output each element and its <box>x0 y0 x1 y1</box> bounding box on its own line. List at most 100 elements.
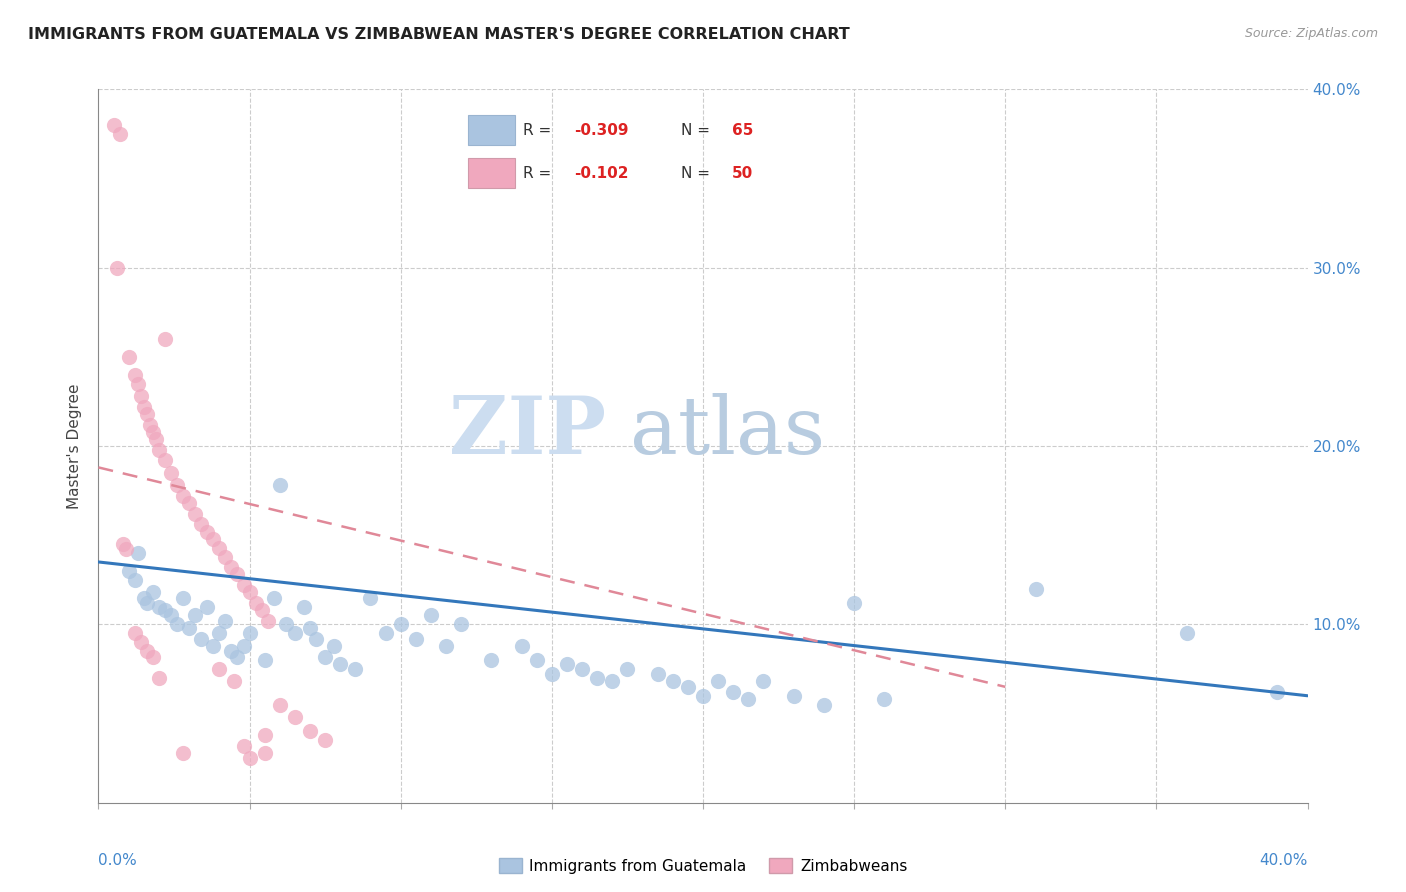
Point <box>1267 685 1289 699</box>
Text: R =: R = <box>523 123 557 137</box>
Point <box>111 537 134 551</box>
Point <box>274 617 297 632</box>
Point <box>172 591 194 605</box>
Point <box>124 626 146 640</box>
Point <box>692 689 714 703</box>
Text: 65: 65 <box>731 123 754 137</box>
Point <box>145 432 167 446</box>
Point <box>571 662 593 676</box>
Point <box>148 442 170 457</box>
Point <box>1175 626 1198 640</box>
Point <box>250 603 273 617</box>
Point <box>135 596 157 610</box>
Point <box>208 626 231 640</box>
Point <box>142 425 165 439</box>
Text: 50: 50 <box>731 166 754 180</box>
Text: N =: N = <box>681 123 714 137</box>
Point <box>360 591 382 605</box>
FancyBboxPatch shape <box>468 158 515 188</box>
Point <box>434 639 457 653</box>
Point <box>195 524 218 539</box>
Point <box>172 489 194 503</box>
Point <box>214 549 236 564</box>
Point <box>153 453 176 467</box>
Point <box>103 118 125 132</box>
Point <box>232 639 254 653</box>
Point <box>232 739 254 753</box>
Point <box>647 667 669 681</box>
Point <box>148 599 170 614</box>
Text: ZIP: ZIP <box>450 392 606 471</box>
Point <box>239 585 262 599</box>
Point <box>179 496 201 510</box>
Point <box>184 507 207 521</box>
Point <box>314 733 336 747</box>
Point <box>292 599 315 614</box>
Point <box>221 560 243 574</box>
Point <box>344 662 367 676</box>
Point <box>263 591 285 605</box>
Point <box>179 621 201 635</box>
Point <box>616 662 638 676</box>
Point <box>752 674 775 689</box>
Point <box>132 591 155 605</box>
Point <box>253 653 276 667</box>
Point <box>253 746 276 760</box>
Point <box>118 350 141 364</box>
Point <box>172 746 194 760</box>
Point <box>676 680 699 694</box>
Text: Source: ZipAtlas.com: Source: ZipAtlas.com <box>1244 27 1378 40</box>
Point <box>153 603 176 617</box>
Point <box>269 478 291 492</box>
Point <box>135 407 157 421</box>
Point <box>405 632 427 646</box>
Point <box>127 546 149 560</box>
Point <box>374 626 396 640</box>
Point <box>239 626 262 640</box>
Text: 40.0%: 40.0% <box>1260 853 1308 868</box>
Point <box>269 698 291 712</box>
Text: N =: N = <box>681 166 714 180</box>
Point <box>602 674 624 689</box>
Point <box>284 710 307 724</box>
Point <box>323 639 346 653</box>
Point <box>148 671 170 685</box>
Text: -0.102: -0.102 <box>574 166 628 180</box>
Point <box>202 532 225 546</box>
Point <box>118 564 141 578</box>
Point <box>127 376 149 391</box>
Point <box>540 667 562 681</box>
Point <box>450 617 472 632</box>
Point <box>139 417 162 432</box>
Point <box>226 649 249 664</box>
Point <box>586 671 609 685</box>
Point <box>124 368 146 382</box>
Point <box>142 585 165 599</box>
Point <box>153 332 176 346</box>
Point <box>239 751 262 765</box>
Point <box>190 517 212 532</box>
Point <box>662 674 685 689</box>
Point <box>114 542 136 557</box>
Point <box>526 653 548 667</box>
Point <box>555 657 578 671</box>
Point <box>214 614 236 628</box>
Point <box>160 608 183 623</box>
Point <box>873 692 896 706</box>
Point <box>142 649 165 664</box>
FancyBboxPatch shape <box>468 115 515 145</box>
Point <box>108 127 131 141</box>
Point <box>208 541 231 555</box>
Point <box>707 674 730 689</box>
Point <box>129 635 152 649</box>
Point <box>135 644 157 658</box>
Point <box>190 632 212 646</box>
Text: 0.0%: 0.0% <box>98 853 138 868</box>
Point <box>844 596 866 610</box>
Point <box>510 639 533 653</box>
Point <box>420 608 443 623</box>
Point <box>105 260 128 275</box>
Point <box>314 649 336 664</box>
Point <box>202 639 225 653</box>
Point <box>813 698 835 712</box>
